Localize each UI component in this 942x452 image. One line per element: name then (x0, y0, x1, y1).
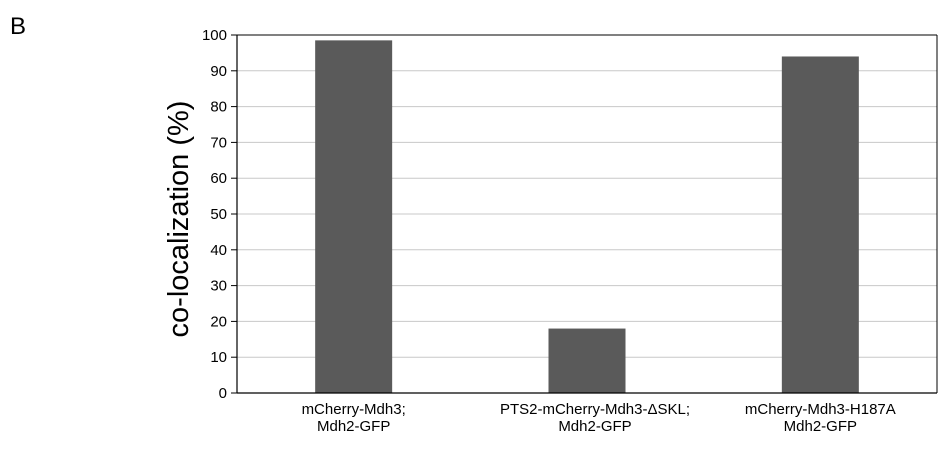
bar (315, 40, 393, 394)
y-tick-label: 30 (210, 278, 227, 295)
y-tick-labels: 0 10 20 30 40 50 60 70 80 90 100 (202, 27, 227, 402)
x-category-label: mCherry-Mdh3; Mdh2-GFP (302, 401, 406, 435)
x-category-label-line: mCherry-Mdh3-H187A (745, 401, 896, 418)
x-category-label-line: PTS2-mCherry-Mdh3-ΔSKL; (500, 401, 690, 418)
y-tick-label: 80 (210, 99, 227, 116)
y-tick-label: 100 (202, 27, 227, 44)
y-tick-label: 90 (210, 63, 227, 80)
bar (781, 56, 859, 393)
bar (548, 328, 626, 393)
y-axis-label: co-localization (%) (163, 101, 195, 338)
y-tick-label: 40 (210, 242, 227, 259)
y-tick-label: 60 (210, 170, 227, 187)
y-tick-label: 70 (210, 134, 227, 151)
bars (315, 40, 859, 394)
x-category-label-line: Mdh2-GFP (558, 418, 631, 435)
x-category-label-line: Mdh2-GFP (784, 418, 857, 435)
x-category-label: PTS2-mCherry-Mdh3-ΔSKL; Mdh2-GFP (500, 401, 690, 435)
y-tick-label: 20 (210, 313, 227, 330)
y-tick-label: 0 (219, 385, 227, 402)
x-category-label-line: mCherry-Mdh3; (302, 401, 406, 418)
x-category-label-line: Mdh2-GFP (317, 418, 390, 435)
y-tick-label: 10 (210, 349, 227, 366)
axes (231, 34, 938, 394)
x-category-label: mCherry-Mdh3-H187A Mdh2-GFP (745, 401, 896, 435)
panel-label: B (10, 13, 26, 40)
y-tick-label: 50 (210, 206, 227, 223)
x-category-labels: mCherry-Mdh3; Mdh2-GFPPTS2-mCherry-Mdh3-Δ… (302, 401, 896, 435)
